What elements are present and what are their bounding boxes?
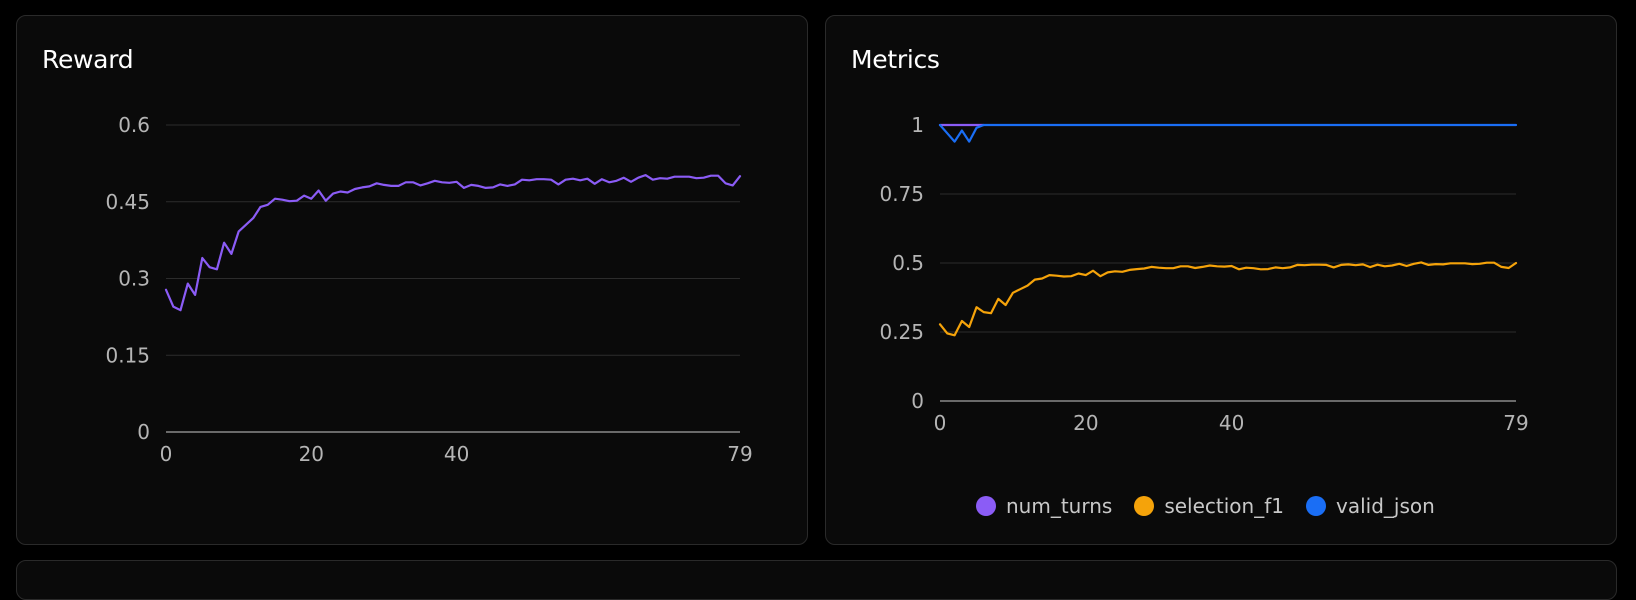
metrics-chart: 0 0.25 0.5 0.75 1 0 20 40 79: [879, 113, 1528, 435]
y-tick-label: 0.15: [105, 343, 150, 367]
y-tick-label: 1: [911, 113, 924, 137]
legend-item-valid-json[interactable]: valid_json: [1306, 494, 1435, 518]
legend-label-selection-f1: selection_f1: [1164, 494, 1284, 518]
reward-chart: 0 0.15 0.3 0.45 0.6 0 20 40 79: [105, 113, 752, 466]
series-line-reward[interactable]: [164, 174, 742, 312]
x-tick-label: 0: [160, 442, 173, 466]
legend-label-num-turns: num_turns: [1006, 494, 1113, 518]
legend-item-selection-f1[interactable]: selection_f1: [1134, 494, 1284, 518]
legend-swatch-selection-f1: [1134, 496, 1155, 516]
x-tick-label: 0: [934, 411, 947, 435]
x-tick-label: 40: [1219, 411, 1244, 435]
x-tick-label: 20: [299, 442, 324, 466]
y-tick-label: 0.45: [105, 190, 150, 214]
next-panel: [16, 560, 1617, 600]
legend-label-valid-json: valid_json: [1336, 494, 1435, 518]
metrics-panel: Metrics 0 0.25 0.5 0.75 1 0 20 40 79 num_turns s…: [825, 15, 1617, 545]
metrics-title: Metrics: [851, 45, 940, 74]
reward-title: Reward: [42, 45, 134, 74]
x-tick-label: 40: [444, 442, 469, 466]
legend-swatch-num-turns: [976, 496, 996, 516]
x-tick-label: 79: [1503, 411, 1528, 435]
reward-panel: Reward 0 0.15 0.3 0.45 0.6 0 20 40 79: [16, 15, 808, 545]
y-tick-label: 0.5: [892, 251, 924, 275]
y-tick-label: 0.25: [879, 320, 924, 344]
x-tick-label: 79: [727, 442, 752, 466]
y-tick-label: 0.3: [118, 267, 150, 291]
y-tick-label: 0.6: [118, 113, 150, 137]
series-line-selection-f1[interactable]: [938, 261, 1518, 337]
metrics-legend: num_turns selection_f1 valid_json: [976, 494, 1435, 518]
x-tick-label: 20: [1073, 411, 1098, 435]
y-tick-label: 0.75: [879, 182, 924, 206]
y-tick-label: 0: [911, 389, 924, 413]
y-tick-label: 0: [137, 420, 150, 444]
series-line-valid-json[interactable]: [938, 123, 1518, 143]
legend-swatch-valid-json: [1306, 496, 1326, 516]
legend-item-num-turns[interactable]: num_turns: [976, 494, 1112, 518]
